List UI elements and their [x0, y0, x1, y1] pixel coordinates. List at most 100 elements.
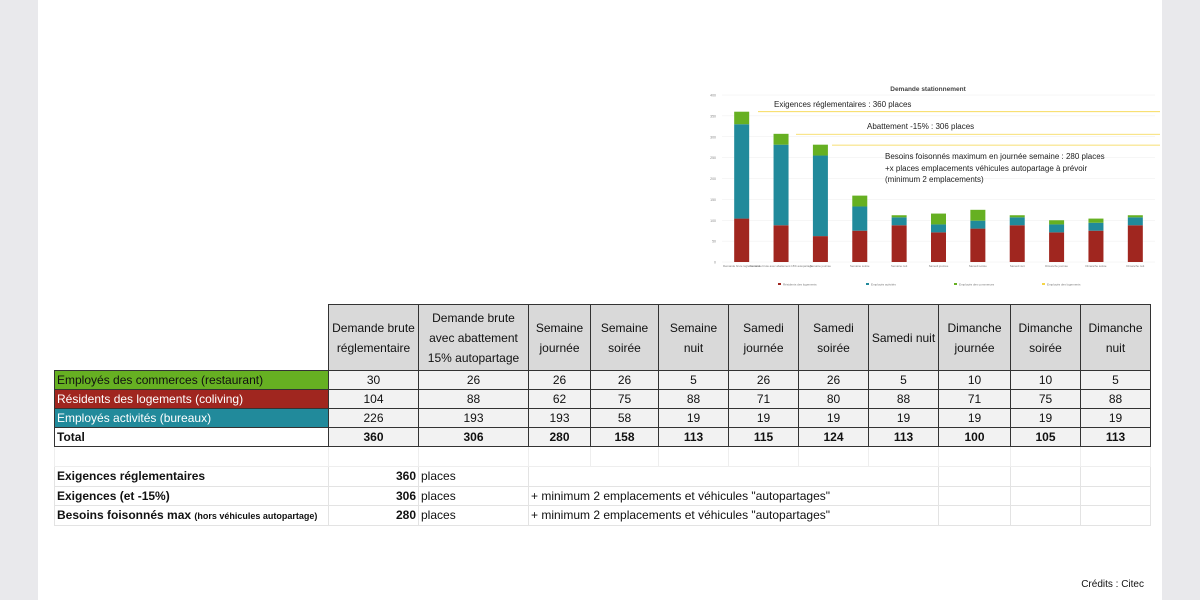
cell-value: 19 — [728, 408, 799, 428]
empty-cell — [938, 466, 1011, 487]
bar-segment — [891, 225, 907, 262]
bar-segment — [734, 124, 750, 219]
column-header: Semaine soirée — [590, 304, 659, 371]
row-label: Employés activités (bureaux) — [54, 408, 329, 428]
y-tick-label: 200 — [710, 177, 716, 181]
bar-segment — [812, 155, 828, 237]
cell-value: 19 — [798, 408, 869, 428]
column-header: Samedi journée — [728, 304, 799, 371]
total-value: 158 — [590, 427, 659, 447]
cell-value: 80 — [798, 389, 869, 409]
x-tick-label: Dimanche journée — [1045, 264, 1068, 268]
column-header: Dimanche nuit — [1080, 304, 1151, 371]
bar-segment — [931, 213, 946, 225]
x-tick-label: Samedi soirée — [969, 264, 987, 268]
summary-label: Besoins foisonnés max (hors véhicules au… — [54, 505, 329, 526]
annotation-label: (minimum 2 emplacements) — [885, 175, 984, 184]
total-value: 306 — [418, 427, 529, 447]
bar-segment — [1049, 220, 1065, 225]
empty-cell — [938, 485, 1011, 506]
column-header: Dimanche soirée — [1010, 304, 1081, 371]
bar-segment — [1088, 222, 1104, 231]
cell-value: 62 — [528, 389, 591, 409]
empty-cell — [418, 446, 529, 467]
legend-swatch — [954, 283, 957, 285]
column-header: Samedi soirée — [798, 304, 869, 371]
cell-value: 71 — [728, 389, 799, 409]
column-header: Demande brute réglementaire — [328, 304, 419, 371]
summary-value: 360 — [328, 466, 419, 487]
empty-cell — [528, 446, 591, 467]
bar-segment — [773, 144, 789, 226]
annotation-label: Besoins foisonnés maximum en journée sem… — [885, 152, 1105, 161]
y-tick-label: 300 — [710, 135, 716, 139]
y-tick-label: 100 — [710, 219, 716, 223]
total-label: Total — [54, 427, 329, 447]
x-tick-label: Dimanche soirée — [1085, 264, 1106, 268]
summary-unit: places — [418, 505, 529, 526]
bar-segment — [970, 228, 986, 262]
y-tick-label: 50 — [712, 240, 716, 244]
x-tick-label: Samedi nuit — [1010, 264, 1025, 268]
x-tick-label: Demande brute réglementaire — [723, 264, 761, 268]
empty-cell — [54, 446, 329, 467]
empty-cell — [728, 446, 799, 467]
bar-segment — [1088, 230, 1104, 262]
total-value: 360 — [328, 427, 419, 447]
empty-cell — [590, 446, 659, 467]
bar-segment — [1009, 217, 1025, 226]
parking-demand-table: Demande brute réglementaire Demande brute… — [54, 304, 1151, 526]
bar-segment — [970, 209, 986, 221]
cell-value: 19 — [868, 408, 939, 428]
summary-label: Exigences réglementaires — [54, 466, 329, 487]
row-label: Résidents des logements (coliving) — [54, 389, 329, 409]
summary-note: + minimum 2 emplacements et véhicules "a… — [528, 485, 939, 506]
summary-value: 306 — [328, 485, 419, 506]
total-row: Total 360 306 280 158 113 115 124 113 100 105 113 — [54, 427, 1151, 447]
empty-cell — [1010, 466, 1081, 487]
bar-segment — [812, 144, 828, 156]
credits: Crédits : Citec — [1081, 579, 1144, 590]
summary-label-text: Besoins foisonnés max — [57, 508, 192, 523]
x-tick-label: Semaine soirée — [850, 264, 870, 268]
summary-note: + minimum 2 emplacements et véhicules "a… — [528, 505, 939, 526]
cell-value: 88 — [658, 389, 729, 409]
cell-value: 193 — [528, 408, 591, 428]
total-value: 100 — [938, 427, 1011, 447]
total-value: 124 — [798, 427, 869, 447]
cell-value: 19 — [938, 408, 1011, 428]
bar-segment — [852, 230, 868, 262]
header-row: Demande brute réglementaire Demande brute… — [55, 304, 1151, 371]
stacked-bar-chart: Demande stationnement 0 50 100 150 200 250 300 3… — [710, 86, 1160, 287]
legend-swatch — [778, 283, 781, 285]
x-tick-label: Demande brute avec abattement 15% autopa… — [750, 264, 813, 268]
summary-unit: places — [418, 466, 529, 487]
y-tick-label: 150 — [710, 198, 716, 202]
total-value: 113 — [868, 427, 939, 447]
empty-cell — [868, 446, 939, 467]
y-tick-label: 0 — [714, 261, 716, 265]
empty-cell — [798, 446, 869, 467]
empty-cell — [1010, 446, 1081, 467]
legend-label: Employés des commerces — [959, 283, 995, 287]
cell-value: 226 — [328, 408, 419, 428]
annotation-label: Abattement -15% : 306 places — [867, 122, 974, 131]
annotation-label: Exigences réglementaires : 360 places — [774, 100, 911, 109]
bar-segment — [773, 225, 789, 262]
total-value: 280 — [528, 427, 591, 447]
bar-segment — [1009, 225, 1025, 262]
cell-value: 193 — [418, 408, 529, 428]
bar-segment — [970, 220, 986, 229]
cell-value: 5 — [868, 370, 939, 390]
cell-value: 88 — [868, 389, 939, 409]
y-tick-label: 350 — [710, 114, 716, 118]
bar-segment — [852, 195, 868, 207]
y-tick-label: 250 — [710, 156, 716, 160]
bar-segment — [1049, 232, 1065, 262]
empty-cell — [1080, 446, 1151, 467]
header-blank — [55, 305, 329, 371]
cell-value: 104 — [328, 389, 419, 409]
cell-value: 30 — [328, 370, 419, 390]
spacer-row — [54, 446, 1151, 467]
empty-cell — [1080, 485, 1151, 506]
